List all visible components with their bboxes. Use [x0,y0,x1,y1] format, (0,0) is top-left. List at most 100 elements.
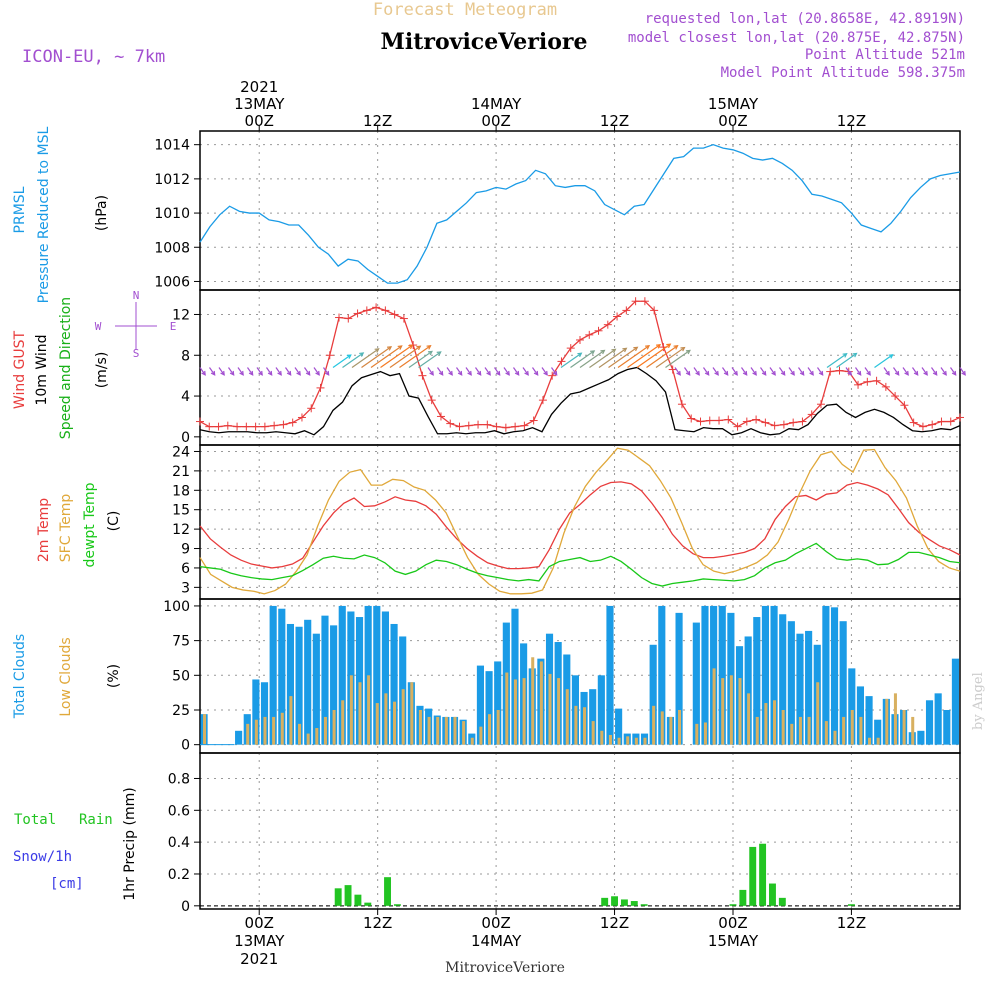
wind-arrow-head [655,344,662,349]
total-cloud-bar [511,608,519,745]
low-cloud-bar [393,701,397,745]
wind-arrow [731,367,738,376]
rain-bar [364,902,372,906]
wind-arrow [494,367,501,376]
wind-arrow-head [476,370,482,376]
wind-arrow-head [427,350,433,356]
wind-arrow [902,367,909,376]
watermark: by Angel [971,672,986,730]
wind-arrow-head [429,370,434,376]
wind-arrow-head [913,370,919,376]
wind-arrow [370,345,403,368]
wind-arrow [712,367,719,376]
bottom-day-label: 14MAY [471,932,522,950]
total-cloud-bar [917,730,925,745]
low-cloud-bar [496,709,500,745]
low-cloud-bar [565,689,569,745]
wind-arrow [722,367,729,376]
wind-arrow [560,352,582,368]
low-cloud-bar [384,693,388,745]
wind-arrow [769,367,776,376]
total-cloud-bar [692,622,700,745]
wind-arrow [437,367,444,376]
wind-unit-label: (m/s) [94,352,110,389]
low-cloud-bar [885,698,889,745]
low-cloud-bar [669,716,673,745]
wind-arrow [855,367,862,376]
total-cloud-bar [485,671,493,745]
top-hour-label: 00Z [718,112,747,130]
rain-bar [759,843,767,906]
bottom-hour-label: 12Z [363,914,392,932]
prmsl-desc-label: Pressure Reduced to MSL [36,126,52,303]
wind-arrow-head [315,370,320,376]
y-tick-label: 1006 [154,274,190,290]
wind-arrow-head [346,354,352,359]
panel-4: 0 0.2 0.4 0.6 0.8 [168,752,961,915]
y-tick-label: 25 [172,703,190,719]
wind-arrow-head [622,347,628,353]
wind-arrow [684,367,691,376]
snow-label: Snow/1h [13,849,72,865]
y-tick-label: 1010 [154,206,190,222]
wind-arrow [750,367,757,376]
wind-arrow-head [359,352,365,357]
wind-arrow [608,346,638,368]
y-tick-label: 0.6 [168,803,190,819]
wind-arrow-head [714,370,719,376]
wind-arrow-head [467,370,472,376]
low-cloud-bar [790,723,794,745]
rain-bar [384,877,391,906]
precip-unit-label: 1hr Precip (mm) [122,787,138,900]
total-clouds-label: Total Clouds [12,634,28,719]
wind10m-line [199,366,961,436]
wind-arrow-head [904,370,909,376]
wind-arrow [893,367,900,376]
low-cloud-bar [306,733,310,745]
total-cloud-bar [943,709,951,745]
total-cloud-bar [770,605,778,745]
total-cloud-bar [295,626,303,745]
compass-e: E [170,320,177,333]
wind-arrow-head [296,370,301,376]
wind-arrow-head [324,370,330,376]
wind-arrow-head [923,370,928,376]
wind-arrow-head [866,370,871,376]
low-cloud-bar [358,682,362,745]
low-cloud-bar [868,737,872,745]
wind-arrow-head [951,370,957,376]
low-cloud-bar [643,737,647,745]
wind-arrow-head [486,370,491,376]
wind-arrow-head [258,370,263,376]
wind-arrow [950,367,957,376]
prmsl-line [199,143,961,284]
total-cloud-bar [675,612,683,745]
wind-arrow [703,367,710,376]
sfc-temp-line [199,447,961,595]
low-cloud-bar [738,678,742,745]
bottom-hour-label: 12Z [600,914,629,932]
wind-arrow [598,347,627,368]
panel-frame [199,444,961,600]
low-cloud-bar [479,726,483,745]
wind-arrow [940,367,947,376]
total-cloud-bar [753,617,761,745]
wind-arrow [522,367,529,376]
wind-arrow-head [305,370,311,376]
total-cloud-bar [805,630,813,745]
header: Forecast Meteogram MitroviceVeriore ICON… [22,0,986,976]
total-cloud-bar [235,730,243,745]
wind-arrow-head [761,370,767,376]
wind-arrow [636,343,671,368]
low-cloud-bar [712,668,716,745]
low-cloud-bar [427,716,431,745]
total-cloud-bar [373,605,381,745]
wind-arrow [484,367,491,376]
low-cloud-bar [583,707,587,745]
total-cloud-bar [779,614,787,745]
low-cloud-bar [522,678,526,745]
bottom-hour-label: 00Z [481,914,510,932]
total-cloud-bar [856,686,864,745]
total-cloud-bar [649,644,657,745]
low-cloud-bar [367,675,371,745]
